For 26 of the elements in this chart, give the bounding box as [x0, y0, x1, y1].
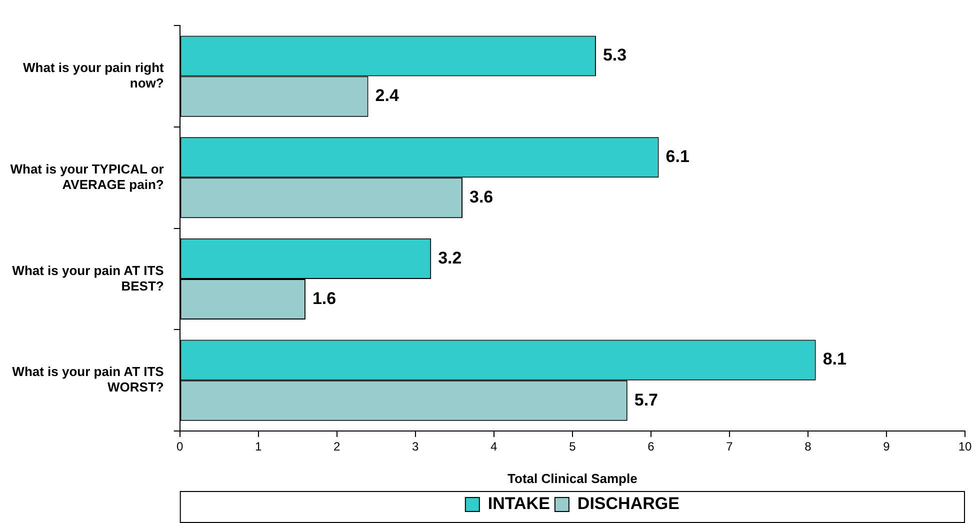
x-tick-label: 3 [412, 440, 420, 454]
data-label: 6.1 [666, 147, 690, 166]
x-tick-label: 10 [958, 440, 972, 454]
x-tick-label: 6 [648, 440, 655, 454]
data-label: 3.6 [470, 188, 494, 207]
x-tick-label: 9 [883, 440, 890, 454]
data-label: 5.3 [602, 46, 627, 65]
x-axis-title: Total Clinical Sample [508, 470, 638, 486]
x-tick-label: 8 [804, 440, 812, 454]
data-label: 5.7 [634, 390, 658, 410]
y-tick-label: What is your pain AT ITS BEST? [12, 262, 164, 294]
data-label: 3.2 [438, 248, 462, 268]
x-tick-label: 5 [569, 440, 576, 454]
y-tick-label: What is your pain AT ITS WORST? [12, 364, 164, 395]
data-label: 8.1 [822, 350, 846, 369]
x-tick-label: 0 [176, 440, 184, 454]
x-tick-label: 7 [726, 440, 734, 454]
data-label: 2.4 [375, 86, 400, 106]
y-tick-label: What is your pain right now? [23, 60, 165, 91]
x-tick-label: 4 [490, 440, 498, 454]
data-label: 1.6 [312, 288, 336, 308]
legend-label: INTAKE [488, 494, 550, 514]
legend-label: DISCHARGE [577, 494, 680, 514]
y-tick-label: What is your TYPICAL or AVERAGE pain? [10, 161, 164, 192]
x-tick-label: 2 [334, 440, 341, 454]
x-tick-label: 1 [255, 440, 262, 454]
